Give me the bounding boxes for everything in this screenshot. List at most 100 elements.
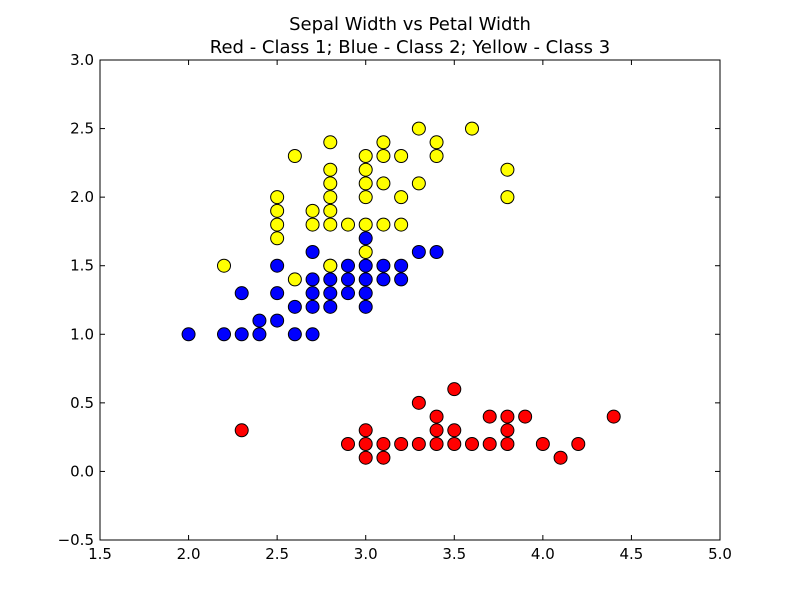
point-class-3-29 — [394, 217, 409, 232]
point-class-3-36 — [500, 190, 515, 205]
y-tick-label-6: 2.5 — [70, 120, 94, 138]
point-class-3-15 — [323, 258, 338, 273]
point-class-3-5 — [287, 149, 302, 163]
point-class-3-27 — [394, 149, 409, 163]
y-tick-label-7: 3.0 — [70, 51, 94, 69]
point-class-2-24 — [358, 258, 373, 273]
point-class-3-28 — [394, 190, 409, 205]
point-class-1-24 — [553, 450, 568, 465]
point-class-2-8 — [270, 313, 285, 328]
point-class-2-19 — [323, 299, 338, 314]
point-class-2-29 — [376, 272, 391, 287]
point-class-1-7 — [394, 437, 409, 451]
x-tick-label-4: 3.5 — [442, 545, 466, 563]
point-class-1-0 — [234, 423, 249, 438]
point-class-3-25 — [376, 176, 391, 191]
point-class-3-30 — [411, 121, 426, 136]
point-class-1-8 — [411, 395, 426, 410]
point-class-2-1 — [217, 327, 231, 342]
point-class-3-12 — [323, 190, 338, 205]
x-tick-label-3: 3.0 — [354, 545, 378, 563]
x-tick-label-7: 5.0 — [708, 545, 732, 563]
point-class-3-35 — [500, 162, 515, 177]
point-class-3-2 — [270, 203, 285, 218]
point-class-2-6 — [270, 258, 285, 273]
point-class-2-26 — [358, 286, 373, 301]
point-class-2-12 — [305, 272, 320, 287]
point-class-3-19 — [358, 176, 373, 191]
point-class-2-31 — [394, 272, 409, 287]
point-class-2-11 — [305, 245, 320, 259]
points-layer — [181, 121, 621, 465]
point-class-2-23 — [358, 231, 373, 246]
point-class-2-32 — [411, 245, 426, 259]
point-class-2-27 — [358, 299, 373, 314]
point-class-2-17 — [323, 272, 338, 287]
point-class-2-14 — [305, 299, 320, 314]
point-class-1-12 — [429, 437, 444, 451]
point-class-2-13 — [305, 286, 320, 301]
point-class-3-4 — [270, 231, 285, 246]
point-class-2-0 — [181, 327, 196, 342]
x-tick-label-5: 4.0 — [531, 545, 555, 563]
point-class-3-20 — [358, 190, 373, 205]
point-class-1-19 — [500, 409, 515, 424]
point-class-3-34 — [465, 121, 479, 136]
point-class-2-9 — [287, 299, 302, 314]
point-class-3-8 — [305, 217, 320, 232]
y-tick-label-5: 2.0 — [70, 188, 94, 206]
point-class-1-9 — [411, 437, 426, 451]
y-tick-label-3: 1.0 — [70, 325, 94, 343]
point-class-1-18 — [482, 437, 497, 451]
y-tick-label-1: 0.0 — [70, 462, 94, 480]
point-class-2-21 — [341, 272, 355, 287]
x-tick-label-6: 4.5 — [619, 545, 643, 563]
point-class-3-16 — [341, 217, 355, 232]
point-class-1-11 — [429, 423, 444, 438]
point-class-1-10 — [429, 409, 444, 424]
point-class-3-6 — [287, 272, 302, 287]
point-class-1-14 — [447, 423, 462, 438]
point-class-2-3 — [234, 327, 249, 342]
ticks-layer: 1.5 2.0 2.5 3.0 3.5 4.0 4.5 5.0 −0.5 0.0 0.5 1.0 1.5… — [58, 51, 732, 563]
point-class-3-10 — [323, 162, 338, 177]
chart-subtitle: Red - Class 1; Blue - Class 2; Yellow - … — [210, 37, 610, 58]
point-class-1-5 — [376, 437, 391, 451]
point-class-3-24 — [376, 149, 391, 163]
point-class-3-21 — [358, 217, 373, 232]
point-class-1-17 — [482, 409, 497, 424]
point-class-3-13 — [323, 203, 338, 218]
point-class-3-26 — [376, 217, 391, 232]
point-class-2-4 — [252, 313, 267, 328]
point-class-1-13 — [447, 382, 462, 397]
point-class-1-22 — [518, 409, 533, 424]
y-tick-label-4: 1.5 — [70, 257, 94, 275]
point-class-1-26 — [606, 409, 621, 424]
point-class-1-23 — [535, 437, 550, 451]
point-class-2-28 — [376, 258, 391, 273]
x-tick-label-2: 2.5 — [265, 545, 289, 563]
point-class-2-22 — [341, 286, 355, 301]
point-class-3-0 — [217, 258, 231, 273]
point-class-3-31 — [411, 176, 426, 191]
point-class-2-2 — [234, 286, 249, 301]
point-class-3-9 — [323, 135, 338, 150]
point-class-3-3 — [270, 217, 285, 232]
point-class-1-1 — [341, 437, 355, 451]
point-class-1-21 — [500, 437, 515, 451]
point-class-2-20 — [341, 258, 355, 273]
y-tick-label-0: −0.5 — [58, 531, 94, 549]
point-class-2-5 — [252, 327, 267, 342]
point-class-3-14 — [323, 217, 338, 232]
point-class-2-30 — [394, 258, 409, 273]
plot-area-frame — [99, 59, 721, 541]
point-class-1-4 — [358, 450, 373, 465]
point-class-1-2 — [358, 437, 373, 451]
point-class-3-18 — [358, 162, 373, 177]
point-class-1-6 — [376, 450, 391, 465]
point-class-2-10 — [287, 327, 302, 342]
point-class-2-25 — [358, 272, 373, 287]
x-tick-label-1: 2.0 — [177, 545, 201, 563]
point-class-1-3 — [358, 423, 373, 438]
chart-title: Sepal Width vs Petal Width — [289, 14, 531, 35]
